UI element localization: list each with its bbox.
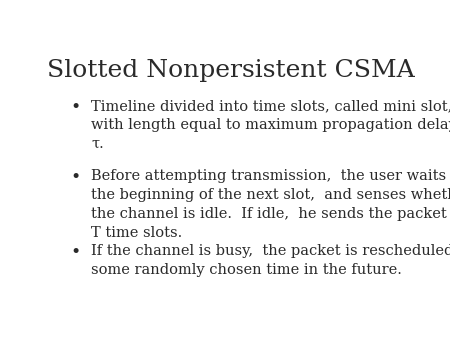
Text: •: • — [70, 244, 81, 261]
Text: Before attempting transmission,  the user waits for
the beginning of the next sl: Before attempting transmission, the user… — [91, 169, 450, 240]
Text: If the channel is busy,  the packet is rescheduled to
some randomly chosen time : If the channel is busy, the packet is re… — [91, 244, 450, 276]
Text: •: • — [70, 169, 81, 186]
Text: Timeline divided into time slots, called mini slot,
with length equal to maximum: Timeline divided into time slots, called… — [91, 99, 450, 151]
Text: Slotted Nonpersistent CSMA: Slotted Nonpersistent CSMA — [47, 59, 414, 82]
Text: •: • — [70, 99, 81, 116]
